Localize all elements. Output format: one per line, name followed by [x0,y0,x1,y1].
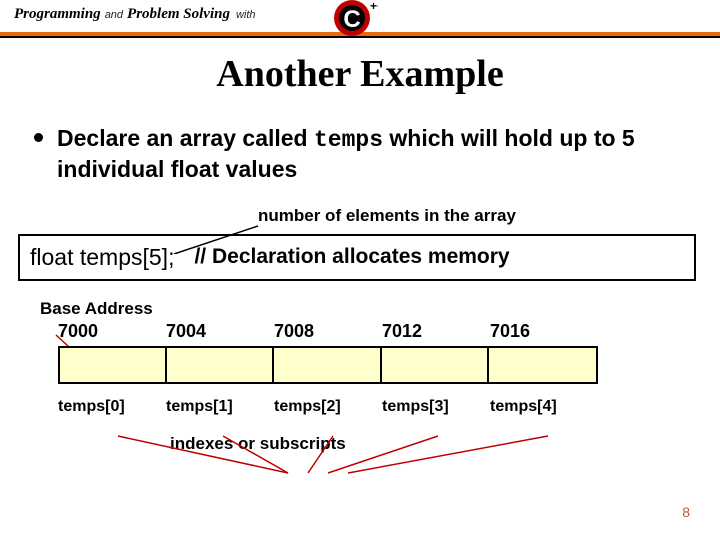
top-annotation-area: number of elements in the array [0,194,720,234]
header-word-programming: Programming [14,6,101,23]
base-address-label: Base Address [40,299,720,319]
array-cell [382,348,489,382]
cpp-logo-icon: C ++ [330,0,378,38]
num-elements-label: number of elements in the array [258,206,516,226]
header-word-with: with [236,9,256,21]
index-cell: temps[0] [58,398,166,416]
array-cell [167,348,274,382]
header-word-and: and [105,9,123,21]
header-bar: Programming and Problem Solving with C +… [0,0,720,38]
code-declaration-box: float temps[5]; // Declaration allocates… [18,234,696,281]
bullet-item: Declare an array called temps which will… [34,124,680,184]
index-row: temps[0] temps[1] temps[2] temps[3] temp… [58,398,598,416]
address-cell: 7004 [166,321,274,346]
page-number: 8 [682,504,690,520]
address-cell: 7012 [382,321,490,346]
array-cell [274,348,381,382]
code-comment-text: // Declaration allocates memory [194,245,509,269]
index-cell: temps[3] [382,398,490,416]
bullet-text: Declare an array called temps which will… [57,124,680,184]
svg-text:++: ++ [370,0,378,13]
index-cell: temps[2] [274,398,382,416]
index-cell: temps[1] [166,398,274,416]
header-title-text: Programming and Problem Solving with [14,6,256,23]
slide-title: Another Example [0,52,720,96]
address-cell: 7000 [58,321,166,346]
array-cell [489,348,596,382]
code-declaration-text: float temps[5]; [30,244,174,271]
array-diagram: 7000 7004 7008 7012 7016 temps[0] temps[… [58,321,598,416]
address-cell: 7008 [274,321,382,346]
header-word-problem-solving: Problem Solving [127,6,230,23]
address-row: 7000 7004 7008 7012 7016 [58,321,598,346]
address-cell: 7016 [490,321,598,346]
bullet-text-pre: Declare an array called [57,125,314,151]
bullet-dot-icon [34,133,43,142]
bullet-text-code: temps [314,127,383,153]
subscript-label: indexes or subscripts [170,434,720,454]
svg-text:C: C [343,6,360,33]
index-cell: temps[4] [490,398,598,416]
array-cell [60,348,167,382]
array-cells-row [58,346,598,384]
